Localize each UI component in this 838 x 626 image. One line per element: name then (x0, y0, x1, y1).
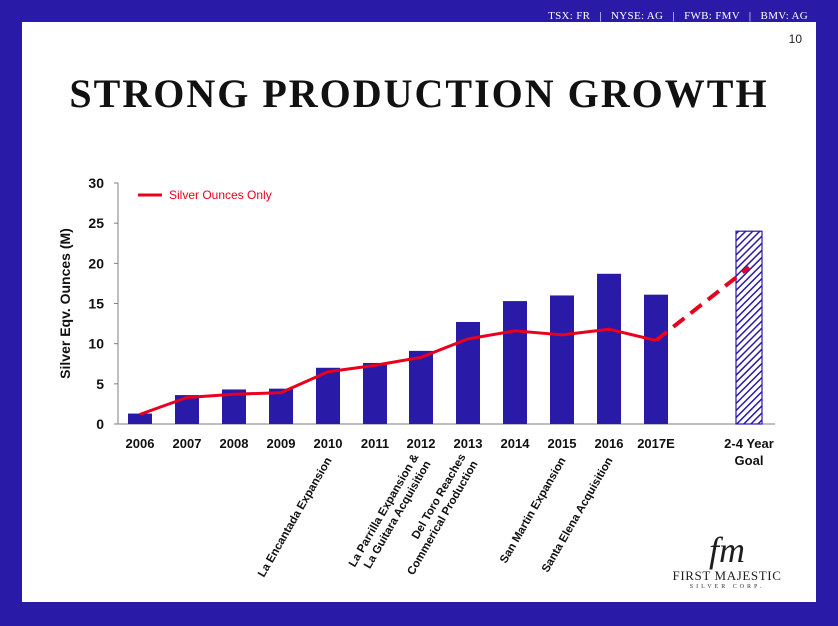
bar-2016 (597, 273, 621, 424)
bar-2015 (550, 295, 574, 424)
company-logo: fm FIRST MAJESTIC SILVER CORP. (672, 532, 782, 590)
bar-2010 (316, 367, 340, 424)
y-tick-label: 30 (88, 175, 104, 191)
bar-2011 (363, 362, 387, 424)
x-tick-label: 2012 (407, 436, 436, 451)
x-tick-label: 2009 (267, 436, 296, 451)
x-tick-label: 2007 (173, 436, 202, 451)
page-number: 10 (788, 32, 802, 46)
bar-2017E (644, 294, 668, 424)
bar-2006 (128, 413, 152, 424)
y-tick-label: 20 (88, 255, 104, 271)
y-tick-label: 15 (88, 296, 104, 312)
x-tick-label: 2010 (314, 436, 343, 451)
silver-only-projection-line (654, 265, 751, 343)
y-axis-title: Silver Eqv. Ounces (M) (57, 228, 73, 379)
x-tick-label: 2013 (454, 436, 483, 451)
logo-subtitle: SILVER CORP. (689, 584, 765, 590)
logo-name: FIRST MAJESTIC (672, 568, 782, 583)
y-tick-label: 25 (88, 215, 104, 231)
silver-only-line (139, 327, 657, 416)
legend-label: Silver Ounces Only (169, 188, 272, 202)
bar-goal (735, 230, 763, 425)
bar-2014 (503, 301, 527, 424)
y-tick-label: 5 (96, 376, 104, 392)
y-tick-label: 0 (96, 416, 104, 432)
logo-monogram: fm (709, 530, 745, 570)
x-tick-label: 2016 (595, 436, 624, 451)
ticker-symbols: TSX: FR | NYSE: AG | FWB: FMV | BMV: AG (548, 10, 808, 22)
x-tick-label: 2006 (126, 436, 155, 451)
bar-2012 (409, 350, 433, 424)
page-title: STRONG PRODUCTION GROWTH (69, 71, 769, 116)
x-tick-label: 2017E (637, 436, 675, 451)
x-tick-label-goal: 2-4 Year Goal (724, 436, 774, 468)
annotation-label: La Encantada Expansion (256, 456, 334, 580)
x-tick-label: 2014 (501, 436, 531, 451)
slide: 10 STRONG PRODUCTION GROWTH fm FIRST MAJ… (22, 22, 816, 602)
x-tick-label: 2008 (220, 436, 249, 451)
x-tick-label: 2011 (361, 436, 389, 451)
y-tick-label: 10 (88, 336, 104, 352)
x-tick-label: 2015 (548, 436, 577, 451)
bar-2009 (269, 388, 293, 424)
